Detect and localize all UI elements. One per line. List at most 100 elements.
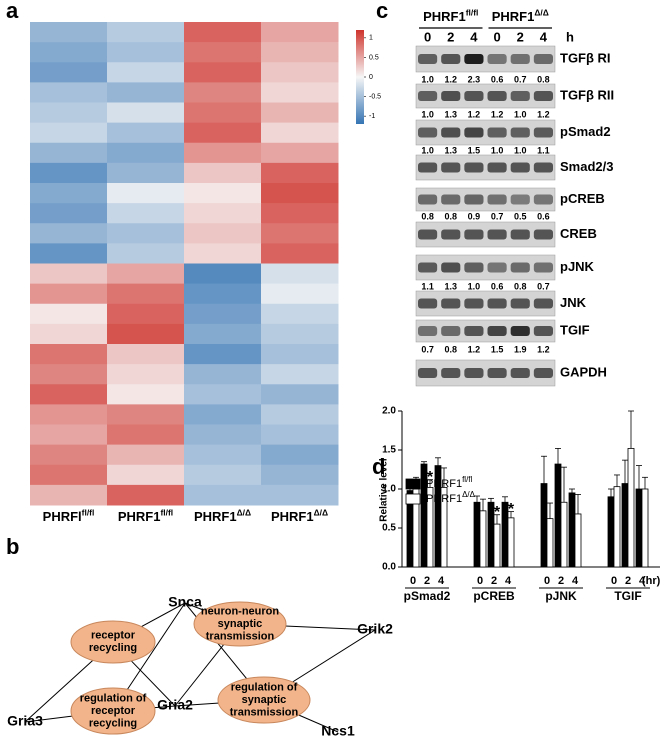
heatmap-cell bbox=[184, 142, 262, 164]
panel-label: a bbox=[6, 0, 19, 23]
heatmap-cell bbox=[30, 22, 108, 43]
y-tick-label: 0.5 bbox=[382, 523, 396, 534]
blot-band bbox=[510, 326, 530, 336]
y-tick-label: 2.0 bbox=[382, 406, 396, 417]
error-bar bbox=[488, 497, 494, 503]
legend-swatch bbox=[405, 478, 421, 490]
label-base: PHRF1 bbox=[194, 509, 237, 524]
term-label: synaptic bbox=[218, 618, 263, 630]
error-bar bbox=[541, 455, 547, 484]
x-tick-label: 2 bbox=[625, 575, 631, 587]
heatmap-cell bbox=[261, 303, 339, 325]
blot-band bbox=[441, 162, 461, 173]
heatmap-cell bbox=[30, 364, 108, 385]
heatmap-cell bbox=[107, 263, 185, 285]
heatmap-cell bbox=[261, 444, 339, 466]
heatmap-cell bbox=[107, 384, 185, 405]
blot-band bbox=[487, 194, 507, 205]
blot-label: TGIF bbox=[560, 322, 590, 337]
heatmap-cell bbox=[184, 62, 262, 83]
x-tick-label: 2 bbox=[424, 575, 430, 587]
quant-value: 1.0 bbox=[421, 145, 434, 155]
heatmap-cell bbox=[30, 82, 108, 103]
label-base: PHRF1 bbox=[118, 509, 161, 524]
heatmap-cell bbox=[261, 22, 339, 43]
blot-band bbox=[418, 368, 438, 378]
heatmap-cell bbox=[261, 384, 339, 405]
blot-band bbox=[533, 127, 553, 138]
heatmap-cell bbox=[107, 203, 185, 224]
x-tick-label: 0 bbox=[544, 575, 550, 587]
bar bbox=[479, 510, 487, 568]
heatmap-cell bbox=[30, 283, 108, 305]
heatmap-cell bbox=[184, 364, 262, 385]
colorbar-tick-label: 0 bbox=[369, 74, 373, 81]
blot-band bbox=[464, 368, 484, 378]
group-label: pSmad2 bbox=[404, 589, 451, 603]
significance: * bbox=[494, 504, 501, 521]
blot-band bbox=[510, 54, 530, 64]
heatmap-cell bbox=[107, 444, 185, 466]
blot-band bbox=[533, 54, 553, 64]
blot-band bbox=[510, 91, 530, 101]
quant-value: 1.0 bbox=[491, 145, 504, 155]
blot-band bbox=[533, 91, 553, 101]
heatmap-cell bbox=[107, 22, 185, 43]
time-label: 0 bbox=[493, 29, 500, 44]
quant-value: 1.3 bbox=[444, 145, 457, 155]
blot-membrane bbox=[415, 119, 556, 146]
term-label: recycling bbox=[89, 717, 137, 729]
legend-base: PHRF1 bbox=[426, 478, 462, 490]
heatmap-cell bbox=[184, 464, 262, 486]
heatmap-cell bbox=[30, 42, 108, 63]
quant-value: 1.3 bbox=[444, 281, 457, 291]
quant-value: 1.0 bbox=[421, 74, 434, 84]
heatmap-cell bbox=[184, 484, 262, 506]
blot-band bbox=[464, 262, 484, 273]
time-label: 2 bbox=[517, 29, 524, 44]
quant-value: 0.6 bbox=[491, 281, 504, 291]
quant-value: 1.1 bbox=[421, 281, 434, 291]
group-label: pJNK bbox=[545, 589, 577, 603]
panel-label: c bbox=[376, 0, 388, 23]
x-tick-label: 0 bbox=[611, 575, 617, 587]
bar bbox=[621, 483, 629, 568]
error-bar bbox=[421, 461, 427, 465]
heatmap-cell bbox=[107, 243, 185, 264]
heatmap-cell bbox=[261, 102, 339, 124]
blot-band bbox=[510, 162, 530, 173]
heatmap-cell bbox=[184, 424, 262, 446]
term-label: neuron-neuron bbox=[201, 605, 279, 617]
blot-band bbox=[487, 326, 507, 336]
quant-value: 1.2 bbox=[444, 74, 457, 84]
quant-value: 0.7 bbox=[421, 344, 434, 354]
heatmap-cell bbox=[261, 142, 339, 164]
blot-label: TGFβ RI bbox=[560, 50, 611, 65]
term-label: receptor bbox=[91, 705, 136, 717]
quant-value: 1.9 bbox=[514, 344, 527, 354]
error-bar bbox=[575, 494, 581, 514]
term-label: regulation of bbox=[80, 692, 147, 704]
heatmap-cell bbox=[261, 223, 339, 244]
blot-band bbox=[487, 229, 507, 240]
bar bbox=[540, 483, 548, 568]
error-bar bbox=[547, 502, 553, 519]
blot-band bbox=[464, 54, 484, 64]
error-bar bbox=[561, 466, 567, 503]
error-bar bbox=[494, 514, 500, 525]
heatmap-cell bbox=[30, 424, 108, 446]
quant-value: 0.8 bbox=[444, 211, 457, 221]
gene-label: Ncs1 bbox=[321, 723, 355, 739]
blot-band bbox=[533, 194, 553, 205]
blot-band bbox=[441, 298, 461, 309]
blot-band bbox=[464, 229, 484, 240]
term-node bbox=[217, 676, 311, 724]
heatmap-cell bbox=[261, 122, 339, 144]
blot-band bbox=[441, 54, 461, 64]
heatmap-cell bbox=[184, 283, 262, 305]
term-label: receptor bbox=[91, 630, 136, 642]
x-tick-label: 4 bbox=[505, 575, 512, 587]
blot-membrane bbox=[415, 187, 556, 212]
gene-label: Grik2 bbox=[357, 621, 393, 637]
heatmap-cell bbox=[184, 22, 262, 43]
